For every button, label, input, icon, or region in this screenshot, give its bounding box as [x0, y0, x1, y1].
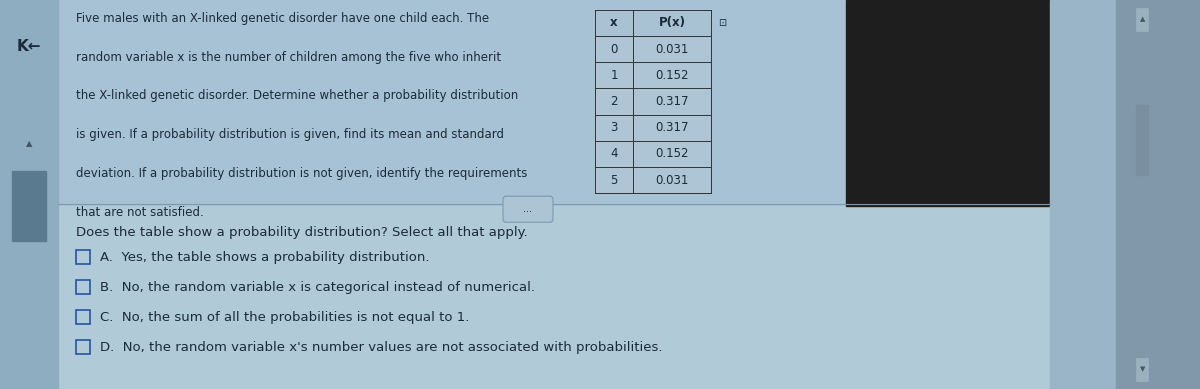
FancyBboxPatch shape	[503, 196, 553, 222]
Text: Five males with an X-linked genetic disorder have one child each. The: Five males with an X-linked genetic diso…	[76, 12, 490, 25]
Text: ▲: ▲	[25, 139, 32, 149]
Text: K←: K←	[17, 39, 41, 54]
Text: deviation. If a probability distribution is not given, identify the requirements: deviation. If a probability distribution…	[76, 167, 527, 180]
Bar	[12, 171, 47, 241]
Text: random variable x is the number of children among the five who inherit: random variable x is the number of child…	[76, 51, 502, 63]
Bar	[76, 340, 90, 354]
Text: 2: 2	[611, 95, 618, 108]
Text: 0.152: 0.152	[655, 69, 689, 82]
Text: 3: 3	[611, 121, 618, 134]
Bar	[595, 10, 710, 36]
Bar	[1136, 358, 1148, 381]
Text: 0.031: 0.031	[655, 42, 689, 56]
Text: the X-linked genetic disorder. Determine whether a probability distribution: the X-linked genetic disorder. Determine…	[76, 89, 518, 102]
Text: P(x): P(x)	[659, 16, 685, 29]
Text: C.  No, the sum of all the probabilities is not equal to 1.: C. No, the sum of all the probabilities …	[100, 311, 469, 324]
Text: 0: 0	[611, 42, 618, 56]
Bar	[1050, 0, 1116, 389]
Text: A.  Yes, the table shows a probability distribution.: A. Yes, the table shows a probability di…	[100, 251, 430, 264]
Bar	[595, 167, 710, 193]
Text: D.  No, the random variable x's number values are not associated with probabilit: D. No, the random variable x's number va…	[100, 341, 662, 354]
Bar	[595, 88, 710, 114]
Bar	[0, 0, 58, 389]
Text: 5: 5	[611, 173, 618, 186]
Text: ⊡: ⊡	[718, 18, 726, 28]
Bar	[76, 280, 90, 294]
Text: B.  No, the random variable x is categorical instead of numerical.: B. No, the random variable x is categori…	[100, 281, 535, 294]
Bar	[0, 206, 1050, 389]
Bar	[1116, 0, 1200, 389]
Bar	[595, 62, 710, 88]
Text: ...: ...	[523, 204, 533, 214]
Bar	[595, 114, 710, 141]
Text: 0.317: 0.317	[655, 95, 689, 108]
Text: that are not satisfied.: that are not satisfied.	[76, 206, 204, 219]
Text: is given. If a probability distribution is given, find its mean and standard: is given. If a probability distribution …	[76, 128, 504, 141]
Bar	[595, 36, 710, 62]
Text: Does the table show a probability distribution? Select all that apply.: Does the table show a probability distri…	[76, 226, 528, 239]
Bar	[1136, 8, 1148, 31]
Bar	[846, 0, 1050, 206]
Bar	[595, 141, 710, 167]
Text: 1: 1	[611, 69, 618, 82]
Bar	[76, 250, 90, 264]
Text: 4: 4	[611, 147, 618, 160]
Text: ▲: ▲	[1140, 16, 1145, 23]
Bar	[0, 0, 1050, 206]
Bar	[595, 10, 710, 36]
Text: 0.317: 0.317	[655, 121, 689, 134]
Text: ▼: ▼	[1140, 366, 1145, 373]
Bar	[76, 310, 90, 324]
Text: 0.152: 0.152	[655, 147, 689, 160]
Text: x: x	[610, 16, 618, 29]
Bar	[1136, 105, 1148, 175]
Text: 0.031: 0.031	[655, 173, 689, 186]
